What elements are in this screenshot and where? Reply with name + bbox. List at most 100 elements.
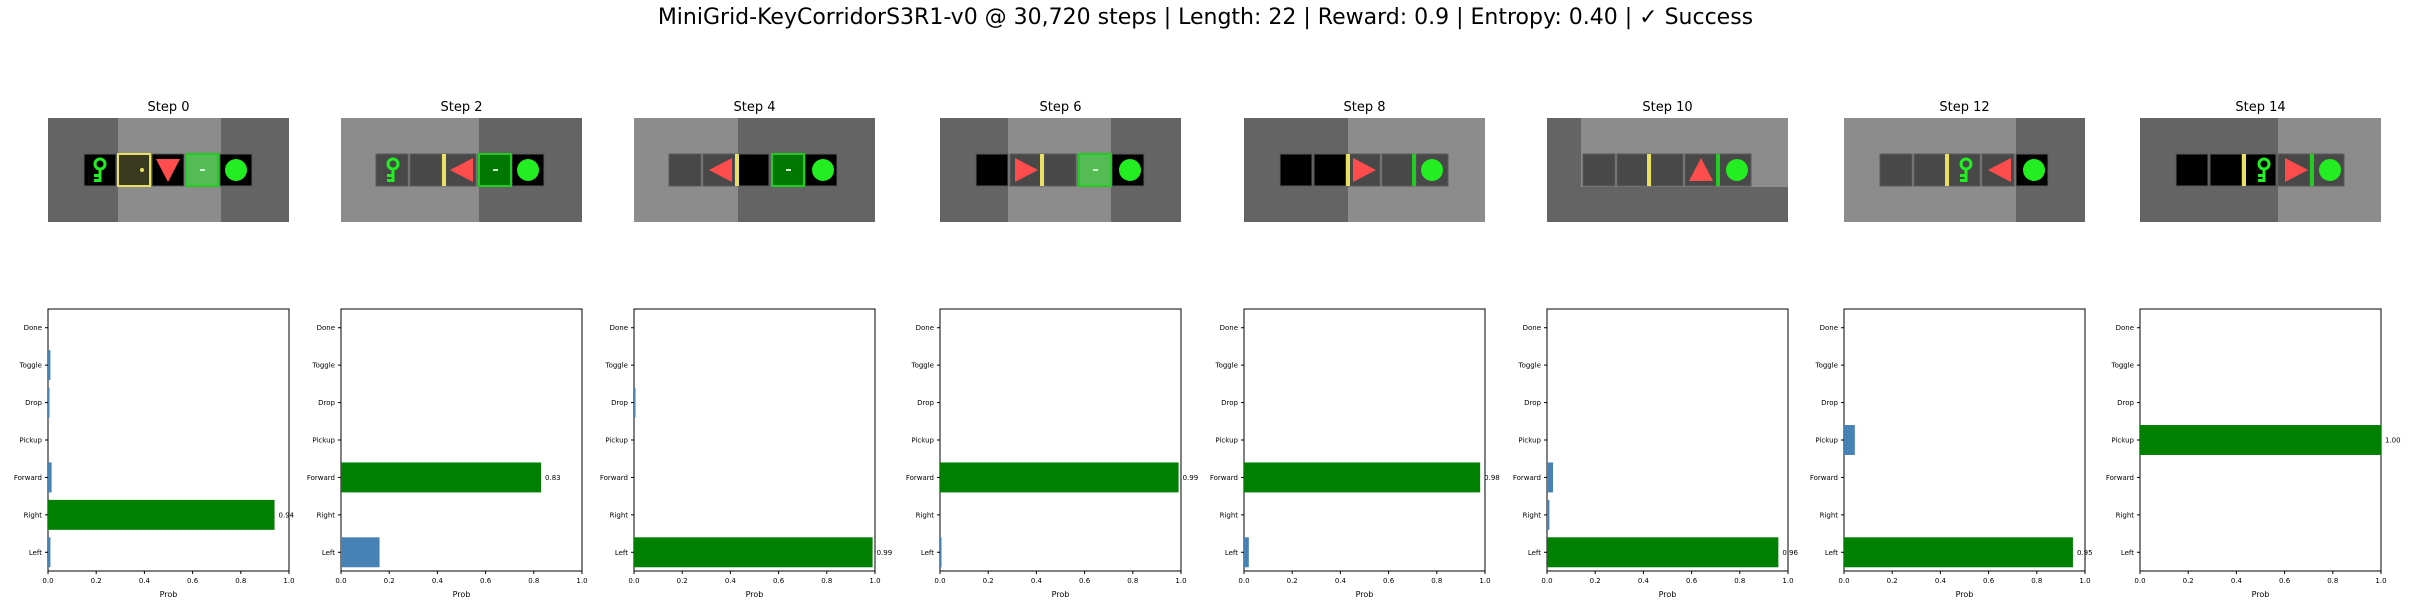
x-tick-label: 0.2 bbox=[677, 577, 688, 585]
x-tick-label: 0.0 bbox=[1838, 577, 1849, 585]
y-tick-label: Forward bbox=[906, 474, 934, 482]
door-icon bbox=[2242, 154, 2246, 186]
y-tick-label: Right bbox=[610, 511, 629, 519]
grid-cell bbox=[1582, 153, 1616, 187]
grid-cell bbox=[975, 153, 1009, 187]
value-label: 1.00 bbox=[2385, 437, 2401, 445]
x-tick-label: 1.0 bbox=[1479, 577, 1490, 585]
grid-cell bbox=[1913, 153, 1947, 187]
x-tick-label: 1.0 bbox=[2375, 577, 2386, 585]
prob-bar bbox=[1547, 462, 1554, 493]
x-tick-label: 1.0 bbox=[2079, 577, 2090, 585]
y-tick-label: Forward bbox=[2106, 474, 2134, 482]
y-tick-label: Done bbox=[1820, 324, 1838, 332]
action-prob-chart: Left 0.99 Right Forward Pickup Drop Toggle Done… bbox=[600, 308, 893, 599]
y-tick-label: Right bbox=[1523, 511, 1542, 519]
action-prob-chart: Left Right Forward 0.98 Pickup Drop Toggle Done… bbox=[1210, 308, 1500, 599]
value-label: 0.98 bbox=[1484, 474, 1500, 482]
y-tick-label: Drop bbox=[917, 399, 934, 407]
x-tick-label: 0.4 bbox=[1031, 577, 1043, 585]
x-tick-label: 0.8 bbox=[1734, 577, 1745, 585]
step-title: Step 0 bbox=[147, 100, 189, 115]
x-tick-label: 0.4 bbox=[139, 577, 151, 585]
value-label: 0.94 bbox=[279, 511, 295, 519]
y-tick-label: Left bbox=[2121, 549, 2134, 557]
y-tick-label: Forward bbox=[1513, 474, 1541, 482]
y-tick-label: Pickup bbox=[312, 437, 335, 445]
y-tick-label: Left bbox=[322, 549, 335, 557]
prob-bar bbox=[1244, 462, 1481, 493]
value-label: 0.99 bbox=[877, 549, 893, 557]
y-tick-label: Drop bbox=[2117, 399, 2134, 407]
x-axis-label: Prob bbox=[1956, 590, 1974, 599]
prob-bar bbox=[940, 537, 942, 568]
figure-title: MiniGrid-KeyCorridorS3R1-v0 @ 30,720 ste… bbox=[657, 5, 1754, 30]
ball-icon bbox=[517, 159, 539, 181]
prob-bar bbox=[48, 499, 275, 530]
prob-bar bbox=[48, 462, 52, 493]
y-tick-label: Toggle bbox=[311, 362, 335, 370]
door-icon bbox=[1647, 154, 1651, 186]
x-tick-label: 0.0 bbox=[628, 577, 639, 585]
grid-cell bbox=[2175, 153, 2209, 187]
x-axis-label: Prob bbox=[160, 590, 178, 599]
y-tick-label: Forward bbox=[600, 474, 628, 482]
env-frame bbox=[341, 118, 582, 222]
step-title: Step 4 bbox=[733, 100, 775, 115]
ball-icon bbox=[1726, 159, 1748, 181]
x-tick-label: 1.0 bbox=[1175, 577, 1186, 585]
x-tick-label: 0.2 bbox=[91, 577, 102, 585]
y-tick-label: Left bbox=[29, 549, 42, 557]
x-tick-label: 0.6 bbox=[773, 577, 785, 585]
door-icon bbox=[735, 154, 739, 186]
plot-area bbox=[633, 308, 876, 572]
y-tick-label: Toggle bbox=[1214, 362, 1238, 370]
x-tick-label: 0.0 bbox=[2134, 577, 2145, 585]
y-tick-label: Done bbox=[317, 324, 335, 332]
x-tick-label: 0.8 bbox=[2031, 577, 2042, 585]
action-prob-chart: Left Right Forward 0.83 Pickup Drop Toggle Done… bbox=[307, 308, 588, 599]
y-tick-label: Left bbox=[615, 549, 628, 557]
x-tick-label: 0.8 bbox=[235, 577, 246, 585]
y-tick-label: Pickup bbox=[1518, 437, 1541, 445]
action-prob-chart: Left Right Forward 0.99 Pickup Drop Toggle Done… bbox=[906, 308, 1198, 599]
prob-bar bbox=[634, 537, 873, 568]
y-tick-label: Forward bbox=[1210, 474, 1238, 482]
x-axis-label: Prob bbox=[1052, 590, 1070, 599]
action-prob-chart: Left Right Forward Pickup 1.00 Drop Toggle Done… bbox=[2106, 308, 2401, 599]
value-label: 0.96 bbox=[1782, 549, 1798, 557]
y-tick-label: Drop bbox=[1821, 399, 1838, 407]
y-tick-label: Forward bbox=[307, 474, 335, 482]
x-tick-label: 0.2 bbox=[384, 577, 395, 585]
agent-triangle-icon bbox=[1015, 158, 1038, 182]
x-tick-label: 0.4 bbox=[1335, 577, 1347, 585]
x-tick-label: 1.0 bbox=[283, 577, 294, 585]
step-title: Step 8 bbox=[1343, 100, 1385, 115]
env-frame bbox=[48, 118, 289, 222]
ball-icon bbox=[1421, 159, 1443, 181]
y-tick-label: Done bbox=[1220, 324, 1238, 332]
ball-icon bbox=[1119, 159, 1141, 181]
x-tick-label: 0.8 bbox=[821, 577, 832, 585]
x-tick-label: 0.6 bbox=[1686, 577, 1698, 585]
action-prob-chart: Left Right 0.94 Forward Pickup Drop Toggle Done… bbox=[14, 308, 295, 599]
env-frame bbox=[1547, 118, 1788, 222]
value-label: 0.83 bbox=[545, 474, 561, 482]
x-tick-label: 1.0 bbox=[869, 577, 880, 585]
y-tick-label: Left bbox=[1825, 549, 1838, 557]
grid-cell bbox=[1313, 153, 1347, 187]
x-tick-label: 0.8 bbox=[528, 577, 539, 585]
x-tick-label: 1.0 bbox=[576, 577, 587, 585]
y-tick-label: Forward bbox=[1810, 474, 1838, 482]
door-icon bbox=[442, 154, 446, 186]
x-axis-label: Prob bbox=[746, 590, 764, 599]
plot-area bbox=[47, 308, 290, 572]
agent-triangle-icon bbox=[450, 158, 473, 182]
x-tick-label: 0.0 bbox=[934, 577, 945, 585]
prob-bar bbox=[48, 387, 50, 418]
x-tick-label: 0.6 bbox=[1983, 577, 1995, 585]
action-prob-chart: Left 0.95 Right Forward Pickup Drop Toggle Done… bbox=[1810, 308, 2093, 599]
grid-cell bbox=[736, 153, 770, 187]
prob-bar bbox=[1844, 537, 2073, 568]
grid-cell bbox=[409, 153, 443, 187]
